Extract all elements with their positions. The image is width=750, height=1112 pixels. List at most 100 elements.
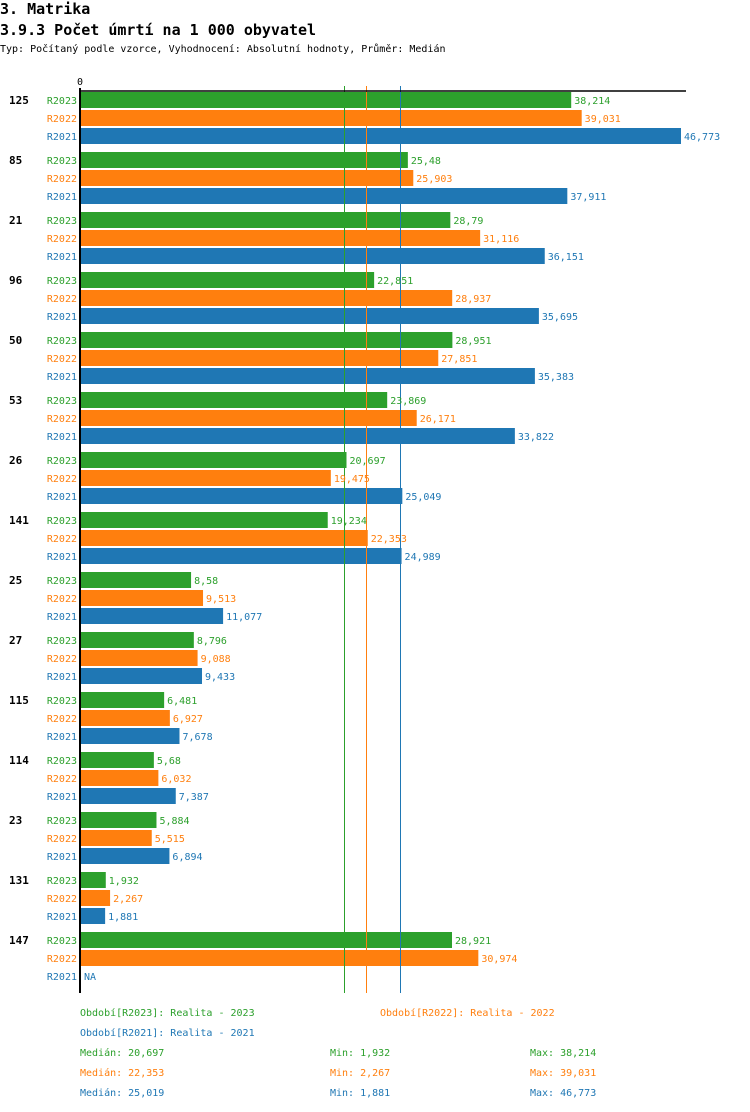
series-label: R2022 [47,594,77,605]
series-label: R2022 [47,414,77,425]
chart-title: 3.9.3 Počet úmrtí na 1 000 obyvatel [0,21,317,39]
bar-r2022-50 [81,350,439,366]
bar-r2022-53 [81,410,417,426]
bar-r2023-27 [81,632,194,648]
bar-r2023-131 [81,872,106,888]
value-label: NA [84,972,96,983]
series-label: R2023 [47,96,77,107]
bar-r2021-26 [81,488,403,504]
value-label: 19,234 [331,516,367,527]
bar-r2022-125 [81,110,582,126]
value-label: 9,088 [201,654,231,665]
bar-chart: 0 125 R2023 38,214 R2022 39,031 R2021 46,773 85… [9,77,720,993]
value-label: 2,267 [113,894,143,905]
series-label: R2021 [47,192,77,203]
min-stat-r2022: Min: 2,267 [330,1068,391,1079]
series-label: R2022 [47,234,77,245]
value-label: 36,151 [548,252,584,263]
bar-r2021-115 [81,728,180,744]
value-label: 25,903 [416,174,452,185]
bar-r2021-131 [81,908,106,924]
series-label: R2021 [47,252,77,263]
bar-r2023-125 [81,92,572,108]
chart-subtitle: Typ: Počítaný podle vzorce, Vyhodnocení:… [0,44,446,55]
series-label: R2023 [47,456,77,467]
value-label: 38,214 [574,96,610,107]
value-label: 6,032 [161,774,191,785]
bar-r2023-141 [81,512,328,528]
value-label: 9,433 [205,672,235,683]
series-label: R2023 [47,576,77,587]
category-label: 114 [9,754,29,767]
value-label: 28,921 [455,936,491,947]
series-label: R2022 [47,354,77,365]
series-label: R2022 [47,474,77,485]
series-label: R2021 [47,432,77,443]
bar-r2022-25 [81,590,204,606]
value-label: 35,383 [538,372,574,383]
series-label: R2021 [47,972,77,983]
min-stat-r2021: Min: 1,881 [330,1088,391,1099]
value-label: 11,077 [226,612,262,623]
bar-r2021-125 [81,128,681,144]
bar-r2023-114 [81,752,154,768]
value-label: 39,031 [585,114,621,125]
bars-layer [81,92,681,966]
value-label: 25,049 [405,492,441,503]
series-label: R2021 [47,552,77,563]
category-label: 131 [9,874,29,887]
series-label: R2022 [47,534,77,545]
category-label: 26 [9,454,23,467]
legend-item-r2022: Období[R2022]: Realita - 2022 [380,1008,555,1019]
value-label: 46,773 [684,132,720,143]
x-tick-label: 0 [77,77,83,88]
value-label: 9,513 [206,594,236,605]
bar-r2023-85 [81,152,408,168]
value-label: 20,697 [349,456,385,467]
value-label: 6,481 [167,696,197,707]
bar-r2022-26 [81,470,331,486]
bar-r2023-115 [81,692,165,708]
series-label: R2022 [47,834,77,845]
series-label: R2021 [47,132,77,143]
bar-r2023-147 [81,932,452,948]
value-label: 31,116 [483,234,519,245]
value-label: 5,884 [159,816,189,827]
value-label: 28,79 [453,216,483,227]
bar-r2021-53 [81,428,515,444]
series-label: R2021 [47,372,77,383]
category-label: 96 [9,274,23,287]
series-label: R2023 [47,336,77,347]
category-label: 115 [9,694,29,707]
value-label: 30,974 [481,954,517,965]
value-label: 19,475 [334,474,370,485]
value-label: 28,937 [455,294,491,305]
series-label: R2023 [47,516,77,527]
bar-r2022-114 [81,770,159,786]
value-label: 1,932 [109,876,139,887]
value-label: 35,695 [542,312,578,323]
bar-r2022-21 [81,230,481,246]
median-stat-r2022: Medián: 22,353 [80,1068,165,1079]
value-label: 25,48 [411,156,441,167]
value-label: 6,894 [172,852,202,863]
series-label: R2021 [47,792,77,803]
category-label: 25 [9,574,22,587]
category-label: 141 [9,514,29,527]
legend-item-r2021: Období[R2021]: Realita - 2021 [80,1028,255,1039]
series-label: R2021 [47,732,77,743]
bar-r2023-96 [81,272,375,288]
series-label: R2022 [47,954,77,965]
bar-r2023-21 [81,212,451,228]
value-label: 22,353 [371,534,407,545]
category-label: 27 [9,634,22,647]
bar-r2022-96 [81,290,453,306]
bar-r2021-85 [81,188,568,204]
bar-r2021-27 [81,668,203,684]
series-label: R2022 [47,114,77,125]
value-label: 6,927 [173,714,203,725]
series-label: R2023 [47,396,77,407]
series-label: R2022 [47,774,77,785]
value-label: 37,911 [570,192,606,203]
bar-r2021-23 [81,848,170,864]
